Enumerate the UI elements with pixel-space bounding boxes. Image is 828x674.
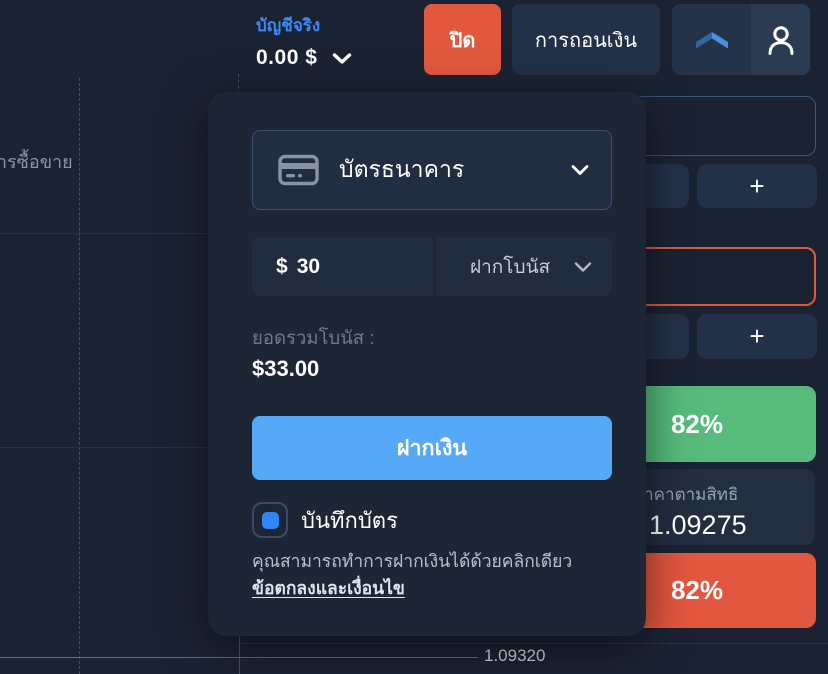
amount-plus-button[interactable]: + — [697, 314, 817, 359]
flag-icon — [694, 29, 730, 51]
terms-link[interactable]: ข้อตกลงและเงื่อนไข — [252, 578, 405, 598]
deposit-button[interactable]: ฝากเงิน — [252, 416, 612, 480]
bonus-select-label: ฝากโบนัส — [470, 256, 551, 278]
chevron-down-icon — [332, 52, 352, 65]
duration-plus-button[interactable]: + — [697, 164, 817, 208]
time-marker-dashed-line — [238, 74, 239, 94]
payment-method-select[interactable]: บัตรธนาคาร — [252, 130, 612, 210]
language-flag-button[interactable] — [672, 4, 751, 75]
balance-value: 0.00 $ — [256, 46, 318, 69]
account-switcher[interactable]: บัญชีจริง 0.00 $ — [256, 12, 352, 70]
plus-icon: + — [749, 321, 765, 351]
one-click-note-text: คุณสามารถทำการฝากเงินได้ด้วยคลิกเดียว — [252, 551, 573, 571]
current-price-label: 1.09320 — [484, 646, 546, 665]
down-payout-percent: 82% — [670, 575, 724, 605]
chart-dotted-price-line — [240, 643, 828, 644]
save-card-label: บันทึกบัตร — [301, 507, 398, 533]
bonus-select[interactable]: ฝากโบนัส — [436, 237, 612, 296]
trading-section-label: การซื้อขาย — [0, 152, 73, 172]
chevron-down-icon — [571, 164, 589, 176]
payment-method-label: บัตรธนาคาร — [339, 156, 465, 182]
one-click-note: คุณสามารถทำการฝากเงินได้ด้วยคลิกเดียว ข้… — [252, 548, 599, 602]
profile-icon — [767, 25, 795, 55]
plus-icon: + — [749, 170, 765, 201]
save-card-row: บันทึกบัตร — [252, 502, 398, 538]
bonus-total-value: $33.00 — [252, 356, 320, 381]
profile-button[interactable] — [751, 4, 810, 75]
account-type-label: บัญชีจริง — [256, 16, 321, 35]
currency-prefix: $ — [276, 254, 288, 278]
current-price-line — [0, 657, 478, 658]
strike-price-value: 1.09275 — [649, 510, 747, 540]
deposit-modal: บัตรธนาคาร $ ฝากโบนัส ยอดรวมโบนัส : $33.… — [208, 92, 646, 636]
chart-vertical-dashed-line — [79, 78, 80, 674]
credit-card-icon — [278, 154, 319, 186]
deposit-amount-input[interactable] — [296, 254, 407, 279]
withdraw-button[interactable]: การถอนเงิน — [512, 4, 660, 75]
chevron-down-icon — [574, 261, 592, 273]
save-card-checkbox[interactable] — [252, 502, 288, 538]
strike-price-label: ราคาตามสิทธิ — [635, 485, 739, 504]
checkbox-checked-mark — [261, 511, 279, 529]
topbar-icon-group — [672, 4, 810, 75]
bonus-total-label: ยอดรวมโบนัส : — [252, 327, 375, 348]
close-button[interactable]: ปิด — [424, 4, 501, 75]
up-payout-percent: 82% — [670, 408, 724, 439]
time-marker-line — [239, 630, 240, 674]
deposit-amount-field[interactable]: $ — [252, 237, 433, 296]
